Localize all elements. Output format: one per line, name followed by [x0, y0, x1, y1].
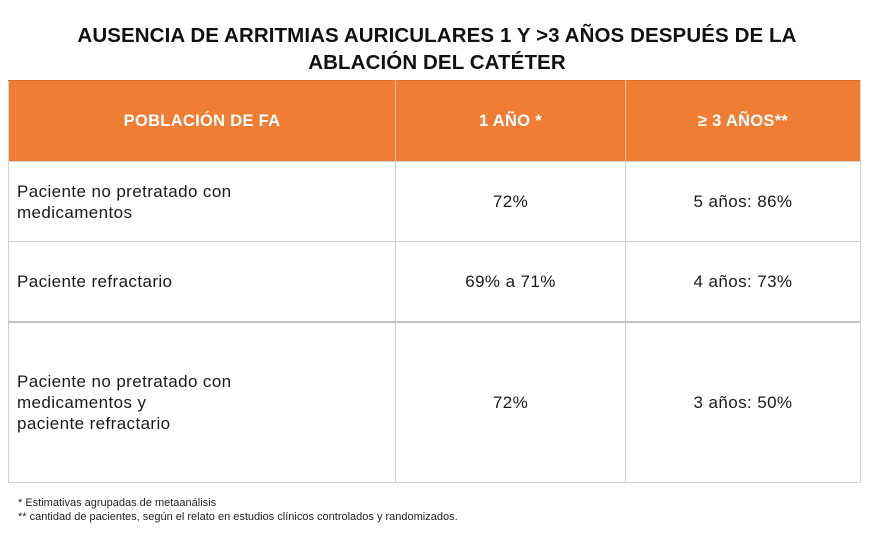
- footnote-2: ** cantidad de pacientes, según el relat…: [18, 511, 458, 523]
- title-line-1: AUSENCIA DE ARRITMIAS AURICULARES 1 Y >3…: [77, 24, 797, 47]
- table-row: Paciente no pretratado con medicamentos …: [8, 321, 861, 483]
- one-year-cell: 72%: [395, 161, 626, 242]
- table-row: Paciente no pretratado con medicamentos …: [8, 161, 861, 242]
- table-row: Paciente refractario 69% a 71% 4 años: 7…: [8, 241, 861, 323]
- three-years-cell: 5 años: 86%: [625, 161, 861, 242]
- population-text: paciente refractario: [17, 414, 171, 433]
- title-line-2: ABLACIÓN DEL CATÉTER: [308, 51, 566, 74]
- population-cell: Paciente refractario: [8, 241, 396, 323]
- one-year-cell: 69% a 71%: [395, 241, 626, 323]
- header-row: POBLACIÓN DE FA 1 AÑO * ≥ 3 AÑOS**: [8, 80, 861, 162]
- results-table: POBLACIÓN DE FA 1 AÑO * ≥ 3 AÑOS** Pacie…: [8, 80, 861, 483]
- header-population: POBLACIÓN DE FA: [8, 80, 396, 162]
- footnote-1: * Estimativas agrupadas de metaanálisis: [18, 497, 217, 509]
- footnotes: * Estimativas agrupadas de metaanálisis …: [18, 496, 458, 524]
- population-text: medicamentos y: [17, 393, 147, 412]
- three-years-cell: 4 años: 73%: [625, 241, 861, 323]
- table-title: AUSENCIA DE ARRITMIAS AURICULARES 1 Y >3…: [0, 22, 874, 76]
- population-text: Paciente refractario: [17, 272, 173, 291]
- three-years-cell: 3 años: 50%: [625, 321, 861, 483]
- population-text: medicamentos: [17, 202, 133, 222]
- header-one-year: 1 AÑO *: [395, 80, 626, 162]
- population-cell: Paciente no pretratado con medicamentos …: [8, 321, 396, 483]
- population-cell: Paciente no pretratado con medicamentos: [8, 161, 396, 242]
- population-text: Paciente no pretratado con: [17, 372, 232, 391]
- one-year-cell: 72%: [395, 321, 626, 483]
- population-text: Paciente no pretratado con: [17, 181, 232, 201]
- header-three-years: ≥ 3 AÑOS**: [625, 80, 861, 162]
